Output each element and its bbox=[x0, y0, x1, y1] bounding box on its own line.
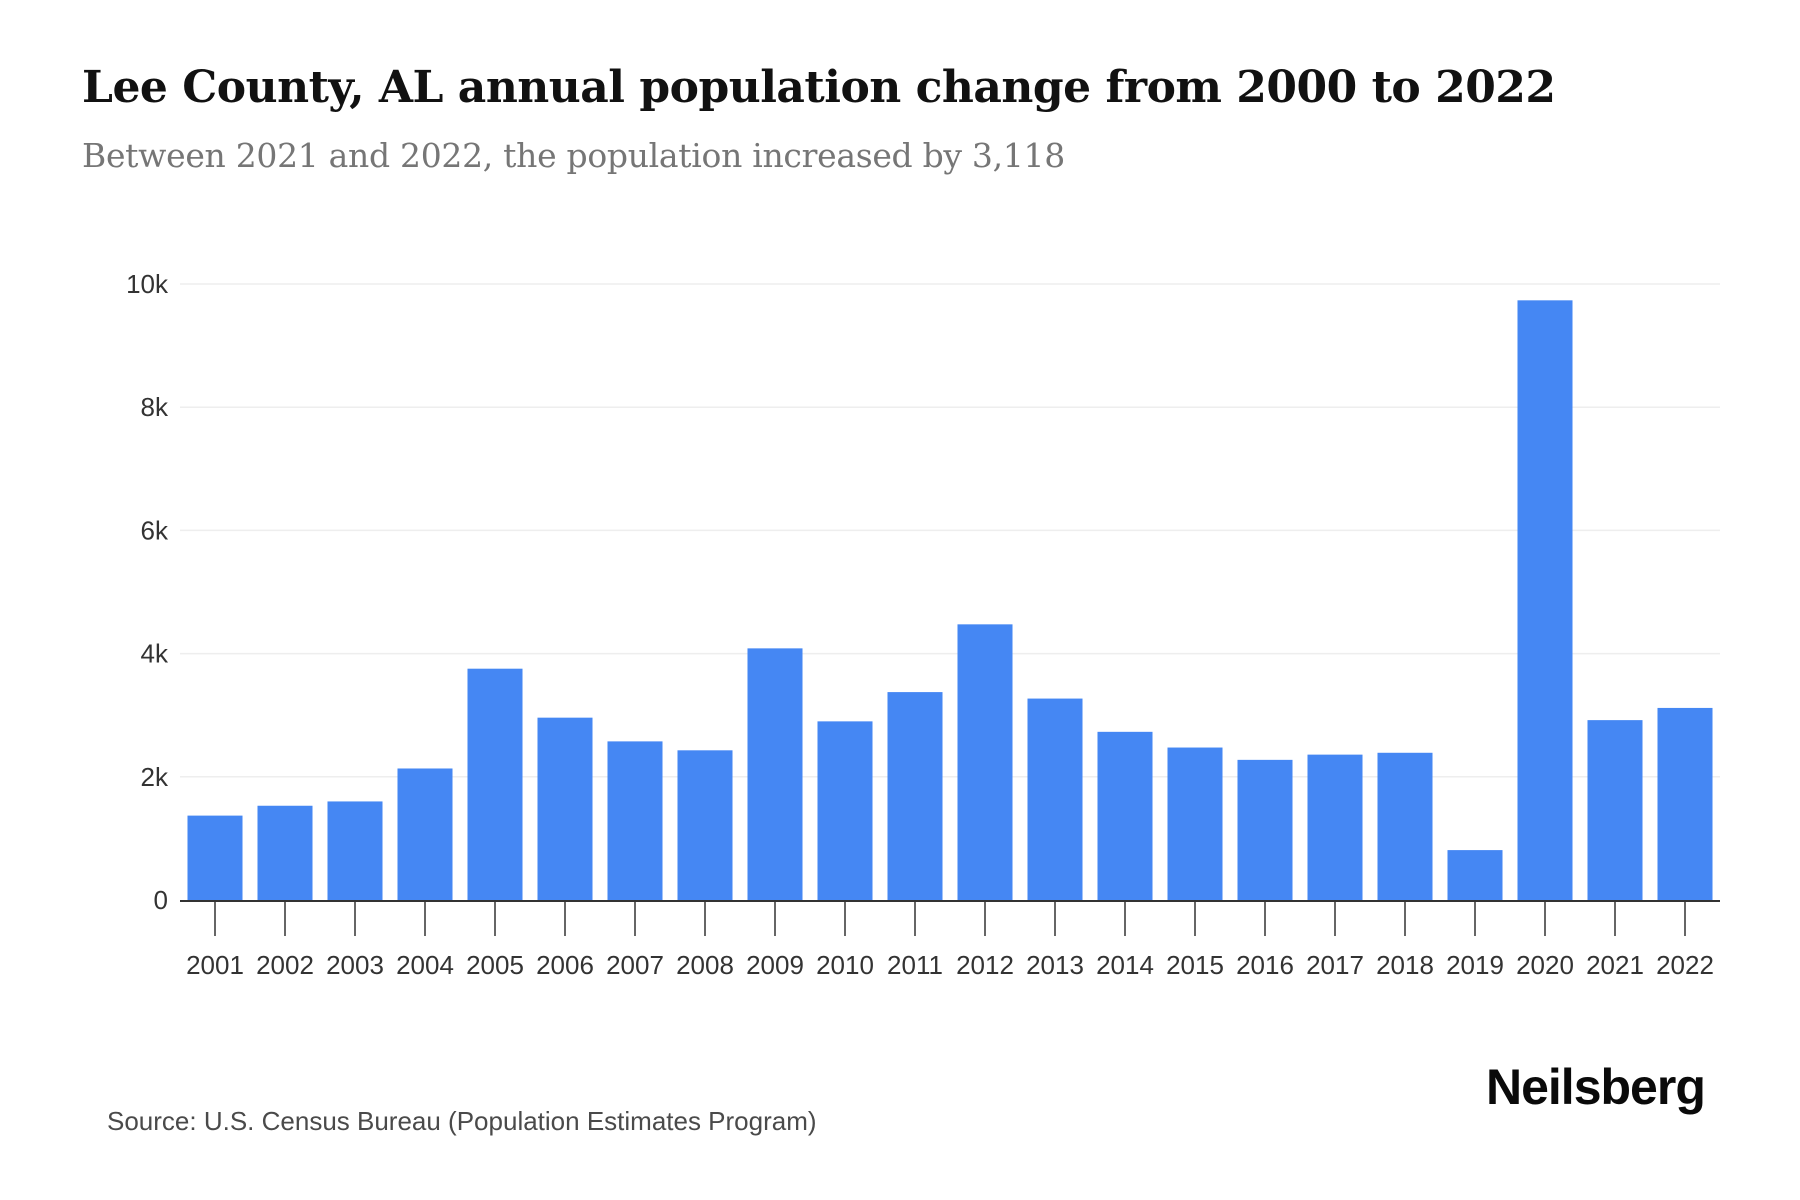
x-tick-label: 2014 bbox=[1096, 950, 1154, 980]
x-tick-label: 2018 bbox=[1376, 950, 1434, 980]
x-tick-label: 2013 bbox=[1026, 950, 1084, 980]
gridlines bbox=[180, 283, 1720, 778]
bars bbox=[187, 300, 1713, 901]
bar-2015 bbox=[1167, 747, 1223, 900]
chart-subtitle: Between 2021 and 2022, the population in… bbox=[82, 136, 1065, 175]
x-tick-label: 2019 bbox=[1446, 950, 1504, 980]
bar-2013 bbox=[1027, 698, 1083, 900]
source-note: Source: U.S. Census Bureau (Population E… bbox=[107, 1106, 817, 1136]
x-tick-label: 2022 bbox=[1656, 950, 1714, 980]
x-tick-label: 2006 bbox=[536, 950, 594, 980]
x-tick-label: 2012 bbox=[956, 950, 1014, 980]
x-axis-labels: 2001 2002 2003 2004 2005 2006 2007 2008 2009 2010… bbox=[186, 950, 1714, 980]
x-tick-label: 2004 bbox=[396, 950, 454, 980]
x-tick-label: 2007 bbox=[606, 950, 664, 980]
bar-2007 bbox=[607, 741, 663, 900]
bar-2016 bbox=[1237, 759, 1293, 900]
bar-2009 bbox=[747, 648, 803, 900]
bar-2010 bbox=[817, 721, 873, 900]
x-tick-label: 2008 bbox=[676, 950, 734, 980]
bar-2004 bbox=[397, 768, 453, 900]
x-axis bbox=[180, 900, 1720, 936]
y-tick-label: 10k bbox=[126, 269, 169, 299]
bar-2020 bbox=[1517, 300, 1573, 901]
brand-logo: Neilsberg bbox=[1486, 1059, 1706, 1115]
bar-2002 bbox=[257, 805, 313, 900]
x-tick-label: 2009 bbox=[746, 950, 804, 980]
bar-2006 bbox=[537, 717, 593, 900]
y-tick-label: 2k bbox=[141, 762, 169, 792]
x-tick-label: 2005 bbox=[466, 950, 524, 980]
bar-2021 bbox=[1587, 720, 1643, 900]
x-tick-label: 2021 bbox=[1586, 950, 1644, 980]
x-tick-label: 2015 bbox=[1166, 950, 1224, 980]
bar-2008 bbox=[677, 750, 733, 900]
x-tick-label: 2016 bbox=[1236, 950, 1294, 980]
chart-title: Lee County, AL annual population change … bbox=[82, 62, 1556, 113]
x-tick-label: 2010 bbox=[816, 950, 874, 980]
bar-2012 bbox=[957, 624, 1013, 900]
x-tick-label: 2020 bbox=[1516, 950, 1574, 980]
bar-2011 bbox=[887, 692, 943, 900]
x-tick-label: 2011 bbox=[887, 950, 943, 980]
x-tick-label: 2001 bbox=[186, 950, 244, 980]
bar-2019 bbox=[1447, 850, 1503, 900]
x-tick-label: 2003 bbox=[326, 950, 384, 980]
bar-2018 bbox=[1377, 752, 1433, 900]
y-tick-label: 6k bbox=[141, 515, 169, 545]
x-tick-label: 2017 bbox=[1306, 950, 1364, 980]
bar-2003 bbox=[327, 801, 383, 900]
bar-2017 bbox=[1307, 754, 1363, 900]
bar-2014 bbox=[1097, 731, 1153, 900]
bar-2001 bbox=[187, 815, 243, 900]
bar-2022 bbox=[1657, 707, 1713, 900]
y-tick-label: 0 bbox=[154, 885, 168, 915]
bar-2005 bbox=[467, 668, 523, 900]
y-tick-label: 4k bbox=[141, 639, 169, 669]
y-tick-label: 8k bbox=[141, 392, 169, 422]
x-tick-label: 2002 bbox=[256, 950, 314, 980]
y-axis-labels: 0 2k 4k 6k 8k 10k bbox=[126, 269, 169, 915]
